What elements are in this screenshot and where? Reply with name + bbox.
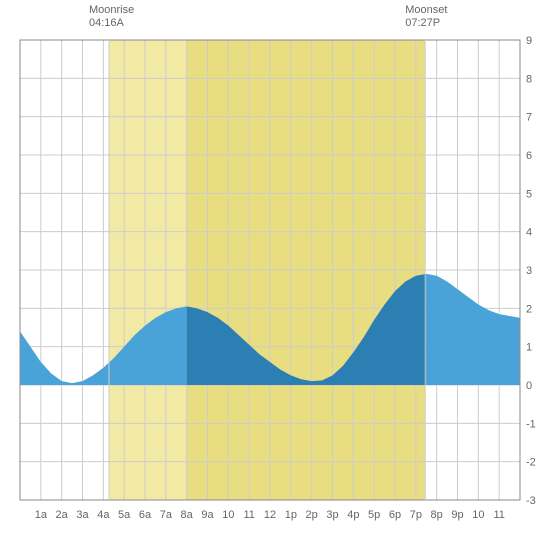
svg-text:-2: -2 [526, 457, 536, 469]
svg-text:6p: 6p [389, 509, 401, 521]
chart-svg: -3-2-101234567891a2a3a4a5a6a7a8a9a101112… [0, 0, 550, 550]
svg-text:1: 1 [526, 342, 532, 354]
svg-text:4p: 4p [347, 509, 359, 521]
svg-text:12: 12 [264, 509, 276, 521]
moonset-annotation: Moonset 07:27P [405, 4, 447, 30]
moonrise-time: 04:16A [89, 17, 134, 30]
svg-text:7: 7 [526, 112, 532, 124]
svg-text:6: 6 [526, 150, 532, 162]
svg-text:11: 11 [243, 509, 254, 521]
svg-text:4a: 4a [97, 509, 110, 521]
svg-text:1a: 1a [35, 509, 48, 521]
moonrise-annotation: Moonrise 04:16A [89, 4, 134, 30]
svg-text:10: 10 [222, 509, 234, 521]
svg-text:9a: 9a [201, 509, 214, 521]
svg-text:8p: 8p [431, 509, 443, 521]
svg-text:7p: 7p [410, 509, 422, 521]
svg-text:8: 8 [526, 73, 532, 85]
svg-text:5: 5 [526, 188, 532, 200]
svg-text:9p: 9p [451, 509, 463, 521]
svg-text:2p: 2p [306, 509, 318, 521]
svg-text:1p: 1p [285, 509, 297, 521]
svg-text:8a: 8a [181, 509, 194, 521]
svg-text:9: 9 [526, 35, 532, 47]
svg-text:7a: 7a [160, 509, 173, 521]
svg-text:2: 2 [526, 303, 532, 315]
svg-text:3a: 3a [76, 509, 89, 521]
svg-text:11: 11 [493, 509, 504, 521]
svg-text:5p: 5p [368, 509, 380, 521]
svg-text:2a: 2a [56, 509, 69, 521]
svg-text:3p: 3p [326, 509, 338, 521]
svg-text:6a: 6a [139, 509, 152, 521]
moonset-time: 07:27P [405, 17, 447, 30]
moonset-title: Moonset [405, 4, 447, 17]
svg-text:10: 10 [472, 509, 484, 521]
tide-chart: -3-2-101234567891a2a3a4a5a6a7a8a9a101112… [0, 0, 550, 550]
svg-text:5a: 5a [118, 509, 131, 521]
svg-text:4: 4 [526, 227, 532, 239]
svg-text:-3: -3 [526, 495, 536, 507]
svg-text:3: 3 [526, 265, 532, 277]
svg-text:0: 0 [526, 380, 532, 392]
svg-text:-1: -1 [526, 418, 536, 430]
moonrise-title: Moonrise [89, 4, 134, 17]
